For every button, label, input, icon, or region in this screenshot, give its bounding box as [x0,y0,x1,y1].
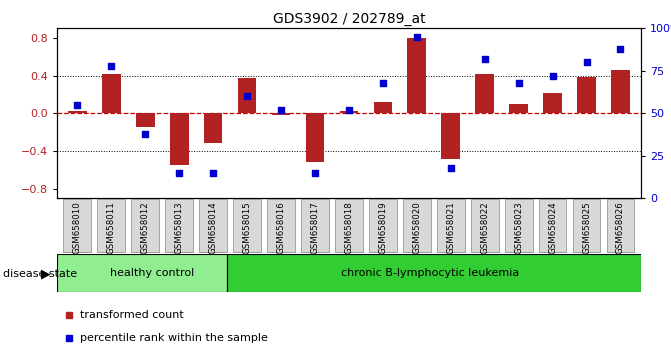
Text: GSM658012: GSM658012 [141,201,150,254]
Text: disease state: disease state [3,269,77,279]
Text: GSM658015: GSM658015 [243,201,252,254]
Text: GSM658018: GSM658018 [344,201,354,254]
Bar [442,113,460,159]
Text: GSM658022: GSM658022 [480,201,489,254]
Point [547,73,558,79]
Text: transformed count: transformed count [81,310,184,320]
FancyBboxPatch shape [572,199,601,252]
Bar [611,70,630,113]
Point [411,34,422,40]
Point [309,170,320,176]
Bar [136,113,154,127]
Bar [374,102,392,113]
FancyBboxPatch shape [227,254,641,292]
Text: GSM658011: GSM658011 [107,201,116,254]
Text: GSM658021: GSM658021 [446,201,455,254]
Text: chronic B-lymphocytic leukemia: chronic B-lymphocytic leukemia [342,268,519,278]
FancyBboxPatch shape [199,199,227,252]
Point [106,63,117,69]
Text: GSM658023: GSM658023 [514,201,523,254]
Point [208,170,219,176]
Point [479,56,490,62]
FancyBboxPatch shape [403,199,431,252]
Point [242,93,252,99]
FancyBboxPatch shape [267,199,295,252]
Bar [577,78,596,113]
FancyBboxPatch shape [335,199,363,252]
Bar [102,74,121,113]
Point [140,131,151,137]
Bar [170,113,189,165]
FancyBboxPatch shape [369,199,397,252]
Point [72,102,83,108]
Text: GSM658016: GSM658016 [276,201,286,254]
FancyBboxPatch shape [539,199,566,252]
Bar [509,104,528,113]
Point [446,165,456,171]
FancyBboxPatch shape [97,199,125,252]
Point [378,80,389,86]
Point [344,107,354,113]
FancyBboxPatch shape [165,199,193,252]
FancyBboxPatch shape [64,199,91,252]
Text: GSM658019: GSM658019 [378,201,387,253]
FancyBboxPatch shape [607,199,634,252]
Text: ▶: ▶ [41,268,50,281]
Point [174,170,185,176]
Text: healthy control: healthy control [110,268,194,278]
Bar [340,112,358,113]
Point [276,107,287,113]
Text: percentile rank within the sample: percentile rank within the sample [81,333,268,343]
Text: GSM658014: GSM658014 [209,201,217,254]
Bar [238,78,256,113]
Point [513,80,524,86]
Text: GSM658020: GSM658020 [412,201,421,254]
Text: GSM658026: GSM658026 [616,201,625,254]
FancyBboxPatch shape [505,199,533,252]
FancyBboxPatch shape [471,199,499,252]
Title: GDS3902 / 202789_at: GDS3902 / 202789_at [272,12,425,26]
Bar [407,38,426,113]
Text: GSM658010: GSM658010 [73,201,82,254]
FancyBboxPatch shape [437,199,464,252]
Text: GSM658024: GSM658024 [548,201,557,254]
Bar [544,92,562,113]
Bar [475,74,494,113]
Point [581,59,592,65]
Text: GSM658017: GSM658017 [311,201,319,254]
FancyBboxPatch shape [234,199,261,252]
Point [615,46,626,52]
FancyBboxPatch shape [57,254,227,292]
Text: GSM658025: GSM658025 [582,201,591,254]
Bar [306,113,324,162]
FancyBboxPatch shape [132,199,159,252]
Bar [272,113,291,115]
Bar [204,113,223,143]
FancyBboxPatch shape [301,199,329,252]
Text: GSM658013: GSM658013 [174,201,184,254]
Bar [68,112,87,113]
